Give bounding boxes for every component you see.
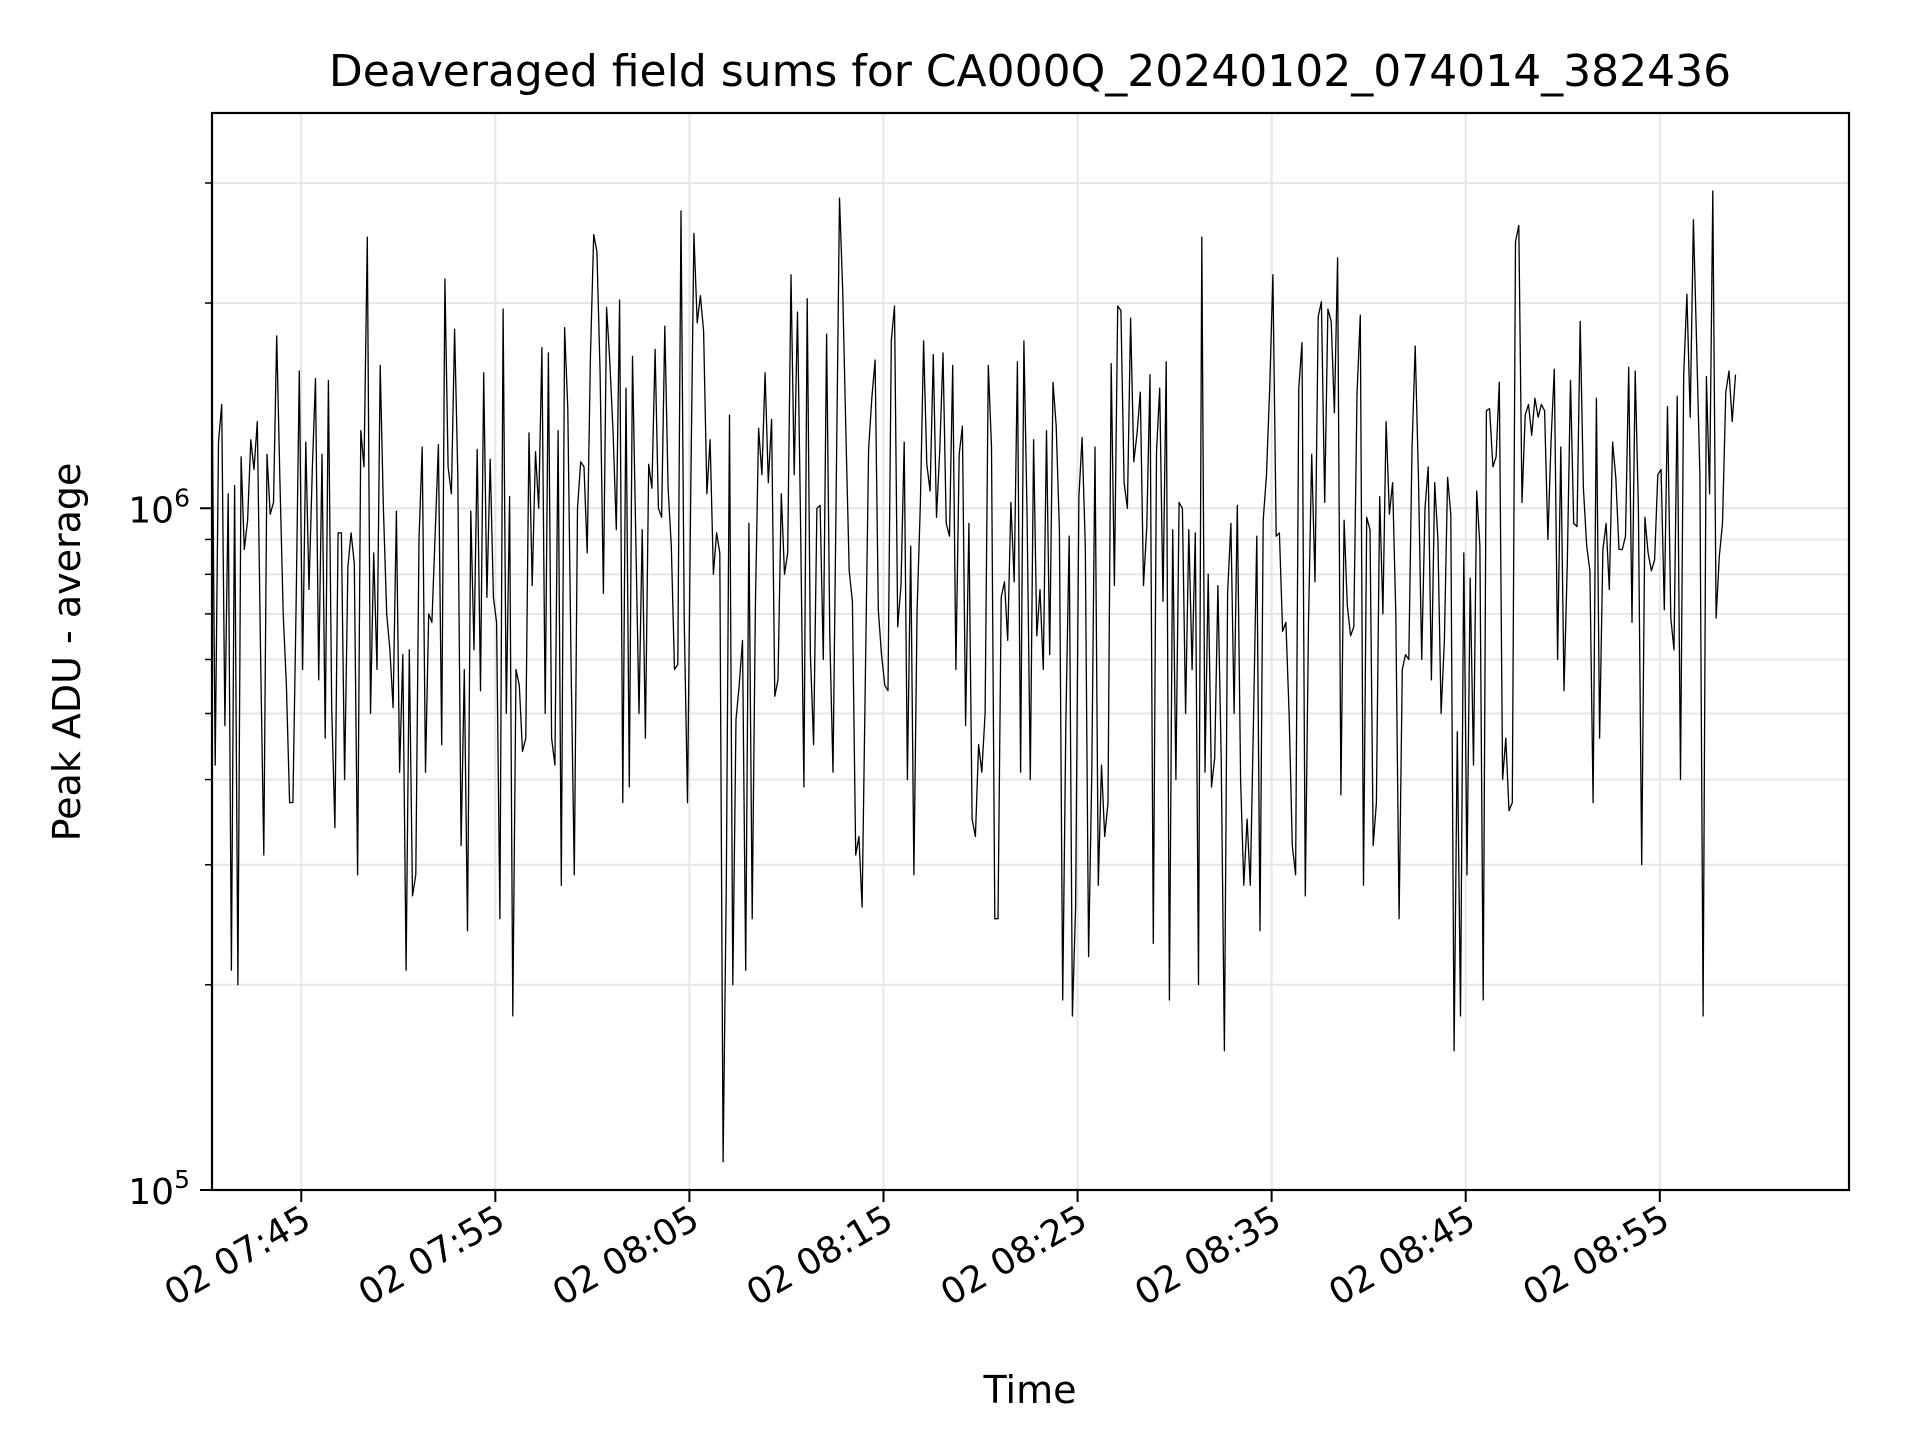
- series-line: [211, 190, 1737, 1163]
- x-tick-label: 02 08:45: [1322, 1198, 1482, 1314]
- series-layer: [211, 190, 1737, 1163]
- x-axis-label: Time: [983, 1368, 1077, 1412]
- x-tick-label: 02 08:05: [546, 1198, 706, 1314]
- plot-area-frame: [210, 111, 1851, 1192]
- x-tick-label: 02 08:15: [740, 1198, 900, 1314]
- chart-title: Deaveraged field sums for CA000Q_2024010…: [329, 46, 1731, 97]
- x-tick-label: 02 07:55: [352, 1198, 512, 1314]
- x-tick-label: 02 07:45: [158, 1198, 318, 1314]
- gridlines: [212, 113, 1849, 1191]
- axis-ticks: 02 07:45 02 07:55 02 08:05 02 08:15 02 08:25…: [128, 182, 1676, 1314]
- x-tick-label: 02 08:55: [1516, 1198, 1676, 1314]
- x-tick-label: 02 08:35: [1128, 1198, 1288, 1314]
- y-axis-label: Peak ADU - average: [45, 463, 89, 842]
- y-tick-label: 106: [128, 483, 190, 531]
- x-tick-label: 02 08:25: [934, 1198, 1094, 1314]
- y-tick-label: 105: [128, 1165, 190, 1213]
